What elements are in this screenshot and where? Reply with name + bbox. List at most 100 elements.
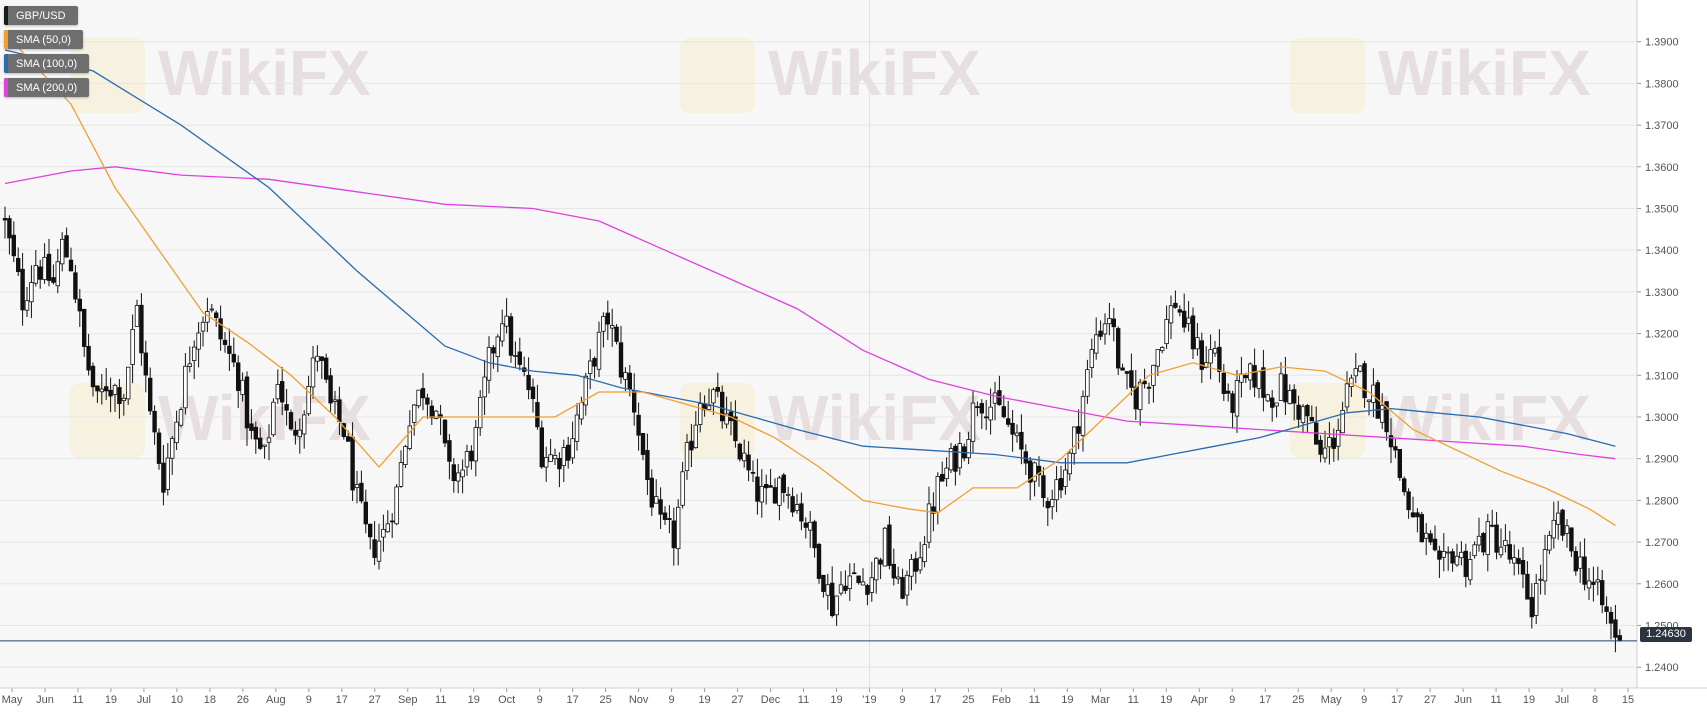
candle-body [772, 487, 778, 504]
time-tick-label: 9 [899, 694, 905, 706]
candle-body [315, 355, 320, 362]
candle-body [1573, 551, 1578, 572]
candle-body [623, 372, 628, 380]
candle-body [561, 447, 566, 467]
price-axis-background [1637, 0, 1707, 688]
watermark-text: WikiFX [1378, 37, 1591, 109]
candle-body [332, 399, 338, 402]
candle-body [830, 582, 835, 616]
legend-item-sma-100[interactable]: SMA (100,0) [4, 54, 90, 73]
candle-body [636, 414, 641, 436]
candle-body [143, 352, 148, 376]
candle-body [1318, 439, 1323, 455]
candle-body [1371, 384, 1376, 403]
candle-body [759, 485, 764, 503]
legend-item-gbpusd[interactable]: GBP/USD [4, 6, 78, 25]
candle-body [1476, 535, 1482, 546]
candle-body [1529, 597, 1534, 618]
candle-body [442, 419, 448, 444]
candle-body [495, 336, 500, 358]
candle-body [781, 474, 786, 493]
candle-body [1054, 479, 1059, 501]
candle-body [359, 482, 364, 502]
candle-body [1177, 309, 1182, 313]
candle-body [645, 450, 650, 480]
candle-body [328, 375, 333, 404]
time-tick-label: Mar [1091, 694, 1110, 706]
candle-body [169, 438, 175, 459]
candle-body [1441, 551, 1446, 558]
candle-body [610, 325, 615, 329]
candle-body [394, 486, 399, 525]
candle-body [834, 595, 839, 616]
candle-body [706, 405, 712, 410]
legend-label-gbpusd: GBP/USD [16, 9, 66, 22]
candle-body [491, 347, 496, 354]
candle-body [451, 464, 456, 482]
price-tick-label: 1.2400 [1645, 662, 1679, 674]
candle-body [1129, 370, 1134, 388]
candle-body [350, 436, 355, 491]
candle-body [1384, 401, 1389, 433]
candle-body [486, 346, 492, 381]
legend-item-sma-200[interactable]: SMA (200,0) [4, 78, 90, 97]
candle-body [979, 403, 984, 414]
legend-swatch-sma-100 [4, 54, 8, 73]
candle-body [354, 484, 360, 488]
candle-body [803, 522, 808, 528]
candle-body [1160, 347, 1165, 352]
candle-body [913, 558, 918, 572]
time-tick-label: 19 [105, 694, 117, 706]
candle-body [469, 450, 474, 462]
time-tick-label: 9 [306, 694, 312, 706]
candle-body [1564, 525, 1570, 534]
legend-item-sma-50[interactable]: SMA (50,0) [4, 30, 84, 49]
candle-body [1322, 447, 1328, 459]
candle-body [323, 357, 329, 380]
candle-body [794, 504, 800, 511]
candle-body [1186, 317, 1191, 324]
candle-body [825, 584, 830, 596]
time-tick-label: 18 [204, 694, 216, 706]
candle-body [1419, 514, 1424, 543]
candle-body [1278, 373, 1284, 401]
candle-body [940, 474, 945, 482]
time-tick-label: 25 [1292, 694, 1304, 706]
candle-body [147, 377, 153, 412]
candle-body [121, 397, 126, 402]
candle-body [680, 471, 685, 506]
candle-body [1353, 368, 1358, 377]
candle-body [1032, 462, 1037, 482]
candle-body [838, 584, 844, 594]
time-tick-label: 17 [567, 694, 579, 706]
watermark-text: WikiFX [768, 382, 981, 454]
candle-body [975, 406, 980, 409]
candle-body [235, 362, 241, 391]
candle-body [777, 477, 782, 506]
candle-body [878, 559, 883, 565]
candle-body [1142, 380, 1147, 385]
candle-body [1300, 406, 1306, 423]
candle-body [1199, 340, 1204, 370]
candle-body [874, 557, 879, 581]
candle-body [1116, 328, 1121, 369]
candle-body [1336, 429, 1341, 447]
candle-body [1525, 573, 1530, 600]
time-tick-label: 10 [171, 694, 183, 706]
candle-body [1331, 437, 1336, 449]
candle-body [130, 329, 135, 365]
legend-label-sma-100: SMA (100,0) [16, 57, 78, 70]
price-tick-label: 1.3900 [1645, 37, 1679, 49]
time-tick-label: Jun [36, 694, 54, 706]
time-tick-label: 17 [1391, 694, 1403, 706]
candle-body [183, 365, 188, 409]
candle-body [1173, 302, 1178, 308]
candle-body [447, 440, 452, 462]
candle-body [60, 238, 65, 265]
candle-body [1265, 394, 1270, 402]
price-tick-label: 1.3500 [1645, 203, 1679, 215]
candle-body [649, 477, 654, 508]
candle-body [517, 351, 522, 365]
